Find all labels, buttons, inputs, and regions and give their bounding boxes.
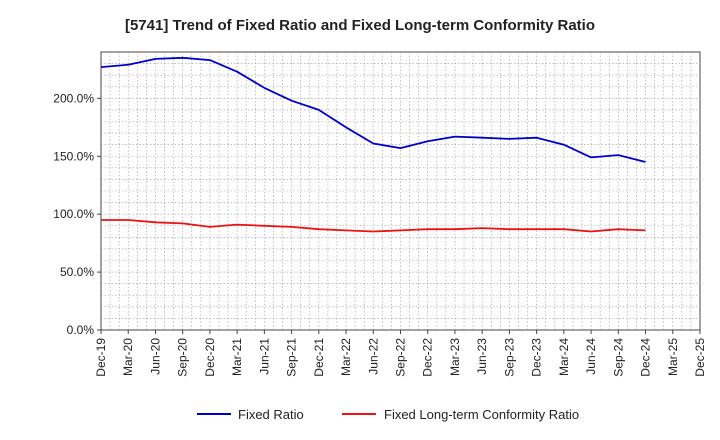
chart-title: [5741] Trend of Fixed Ratio and Fixed Lo… — [125, 17, 595, 34]
y-tick-label: 0.0% — [67, 323, 95, 337]
x-tick-label: Sep-23 — [502, 338, 516, 377]
x-tick-label: Mar-24 — [557, 338, 571, 376]
legend: Fixed Ratio Fixed Long-term Conformity Ra… — [197, 407, 579, 422]
x-tick-label: Sep-22 — [394, 338, 408, 377]
plot-frame — [100, 51, 701, 331]
x-tick-label: Dec-25 — [693, 338, 707, 377]
x-tick-label: Dec-20 — [203, 338, 217, 377]
series-line-1 — [100, 56, 646, 163]
y-tick-label: 150.0% — [53, 149, 94, 163]
x-tick-label: Jun-23 — [475, 338, 489, 375]
x-tick-label: Sep-20 — [176, 338, 190, 377]
x-tick-label: Jun-21 — [257, 338, 271, 375]
x-tick-label: Jun-20 — [148, 338, 162, 375]
x-tick-label: Mar-22 — [339, 338, 353, 376]
x-tick-label: Dec-24 — [639, 338, 653, 377]
x-tick-label: Jun-24 — [584, 338, 598, 375]
x-tick-label: Sep-24 — [611, 338, 625, 377]
x-tick-label: Dec-19 — [94, 338, 108, 377]
x-tick-label: Mar-21 — [230, 338, 244, 376]
x-tick-label: Dec-21 — [312, 338, 326, 377]
y-tick-label: 200.0% — [53, 91, 94, 105]
x-tick-label: Jun-22 — [366, 338, 380, 375]
legend-label-2: Fixed Long-term Conformity Ratio — [384, 407, 579, 422]
x-tick-label: Dec-23 — [530, 338, 544, 377]
x-tick-label: Mar-23 — [448, 338, 462, 376]
x-tick-label: Dec-22 — [421, 338, 435, 377]
series-line-2 — [101, 219, 646, 233]
y-tick-label: 100.0% — [53, 207, 94, 221]
y-tick-label: 50.0% — [60, 265, 94, 279]
legend-label-1: Fixed Ratio — [238, 407, 304, 422]
x-tick-label: Mar-20 — [121, 338, 135, 376]
x-tick-label: Sep-21 — [285, 338, 299, 377]
x-tick-label: Mar-25 — [666, 338, 680, 376]
plot-area: 0.0% 50.0% 100.0% 150.0% 200.0% Dec-19 Mar-20 J… — [53, 51, 707, 377]
